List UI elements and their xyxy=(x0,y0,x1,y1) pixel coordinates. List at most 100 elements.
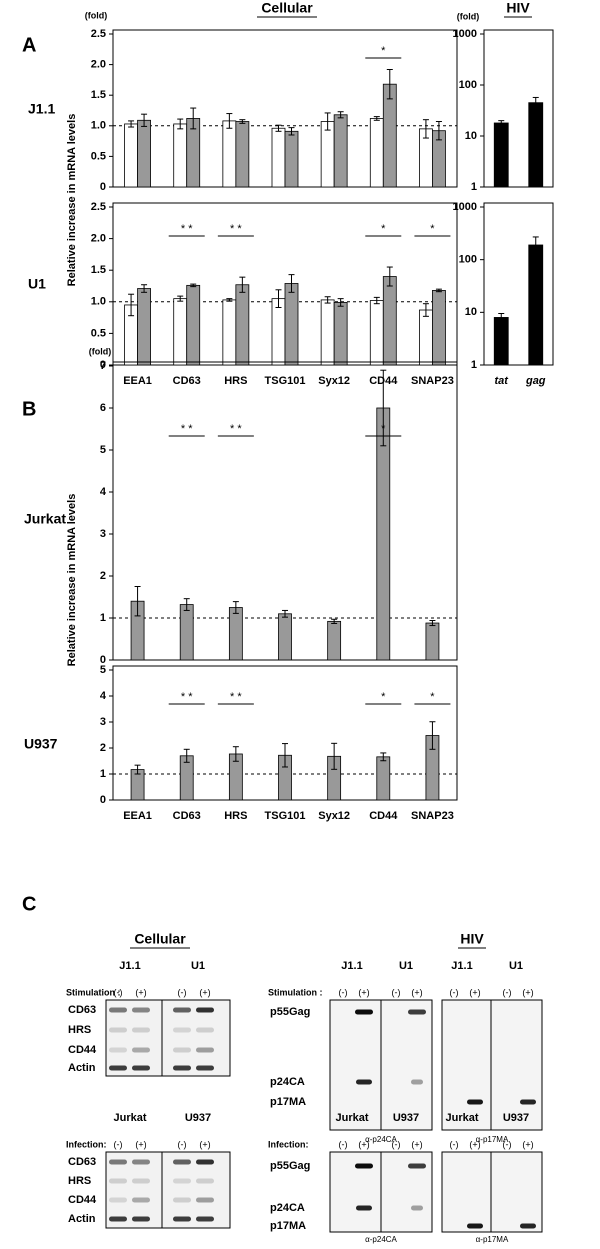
protein-label: CD63 xyxy=(68,1156,96,1168)
blot-band xyxy=(355,1163,373,1169)
blot-frame xyxy=(441,1151,543,1233)
blot-band xyxy=(109,1178,127,1184)
blot-band xyxy=(196,1197,214,1203)
protein-label: p24CA xyxy=(270,1076,305,1088)
blot-frame xyxy=(105,999,231,1077)
row-label: U1 xyxy=(28,276,46,292)
cell-line-label: U937 xyxy=(393,1112,419,1124)
bar xyxy=(493,122,509,188)
bar xyxy=(419,309,433,366)
panel-letter: C xyxy=(22,893,36,915)
y-tick-label: 0.5 xyxy=(91,327,106,339)
error-bar xyxy=(435,288,442,293)
protein-label: CD44 xyxy=(68,1044,97,1056)
cell-line-label: U1 xyxy=(191,960,205,972)
antibody-label: α-p17MA xyxy=(476,1235,509,1244)
lane-label: (-) xyxy=(178,1139,187,1149)
condition-label: Stimulation : xyxy=(268,987,323,997)
blot-band xyxy=(196,1027,214,1033)
bar xyxy=(333,114,348,188)
protein-label: p55Gag xyxy=(270,1006,310,1018)
y-tick-label: 2.5 xyxy=(91,28,106,40)
lane-label: (+) xyxy=(199,987,210,997)
error-bar xyxy=(422,119,429,139)
error-bar xyxy=(337,298,344,307)
y-tick-label: 5 xyxy=(100,664,106,676)
error-bar xyxy=(331,742,338,770)
x-tick-label: SNAP23 xyxy=(411,375,454,387)
error-bar xyxy=(134,764,141,775)
blot-band xyxy=(132,1159,150,1165)
protein-label: p17MA xyxy=(270,1220,306,1232)
y-tick-label: 2.5 xyxy=(91,201,106,213)
cell-line-label: U937 xyxy=(185,1112,211,1124)
y-tick-label: 10 xyxy=(465,130,477,142)
blot-band xyxy=(408,1163,426,1169)
blot-band xyxy=(109,1216,127,1222)
error-bar xyxy=(128,120,135,128)
y-tick-label: 1 xyxy=(471,359,477,371)
error-bar xyxy=(190,107,197,130)
significance-label: * * xyxy=(230,223,242,235)
significance-label: * * xyxy=(181,423,193,435)
blot-band xyxy=(109,1065,127,1071)
bar xyxy=(235,121,250,188)
blot-band xyxy=(356,1079,372,1085)
significance-label: * * xyxy=(230,423,242,435)
bar xyxy=(271,298,286,366)
bar xyxy=(382,83,397,188)
y-tick-label: 1000 xyxy=(453,28,477,40)
antibody-label: α-p24CA xyxy=(365,1135,397,1144)
blot-band xyxy=(520,1099,536,1105)
x-tick-label: CD63 xyxy=(173,810,201,822)
y-tick-label: 0 xyxy=(100,181,106,193)
error-bar xyxy=(380,369,387,447)
bar xyxy=(369,118,384,188)
cell-line-label: Jurkat xyxy=(445,1112,478,1124)
blot-band xyxy=(173,1159,191,1165)
lane-label: (+) xyxy=(135,987,146,997)
error-bar xyxy=(177,295,184,302)
lane-label: (-) xyxy=(114,1139,123,1149)
blot-band xyxy=(467,1223,483,1229)
error-bar xyxy=(386,68,393,100)
blot-band xyxy=(109,1027,127,1033)
protein-label: HRS xyxy=(68,1024,91,1036)
bar xyxy=(493,317,509,366)
blot-band xyxy=(467,1099,483,1105)
cell-line-label: J1.1 xyxy=(451,960,472,972)
condition-label: Stimulation : xyxy=(66,987,121,997)
error-bar xyxy=(288,274,295,293)
cell-line-label: J1.1 xyxy=(119,960,140,972)
lane-label: (-) xyxy=(503,987,512,997)
x-tick-label: TSG101 xyxy=(265,810,306,822)
protein-label: p24CA xyxy=(270,1202,305,1214)
y-tick-label: 7 xyxy=(100,360,106,372)
significance-label: * xyxy=(381,45,386,57)
bar xyxy=(124,123,138,188)
error-bar xyxy=(239,119,246,124)
blot-band xyxy=(132,1216,150,1222)
lane-label: (+) xyxy=(522,987,533,997)
blot-band xyxy=(196,1065,214,1071)
bar xyxy=(284,283,299,366)
y-tick-label: 3 xyxy=(100,716,106,728)
bar xyxy=(382,276,397,366)
bar xyxy=(173,123,188,188)
blot-band xyxy=(196,1007,214,1013)
blot-band xyxy=(196,1178,214,1184)
error-bar xyxy=(373,296,380,305)
lane-label: (+) xyxy=(358,1139,369,1149)
bar xyxy=(320,121,335,188)
bar xyxy=(235,284,250,366)
bar xyxy=(137,119,151,188)
y-tick-label: 0 xyxy=(100,794,106,806)
y-axis-label: Relative increase in mRNA levels xyxy=(66,114,78,287)
error-bar xyxy=(134,586,141,617)
lane-label: (-) xyxy=(450,1139,459,1149)
protein-label: Actin xyxy=(68,1062,96,1074)
blot-band xyxy=(132,1047,150,1053)
blot-band xyxy=(132,1178,150,1184)
lane-label: (-) xyxy=(178,987,187,997)
